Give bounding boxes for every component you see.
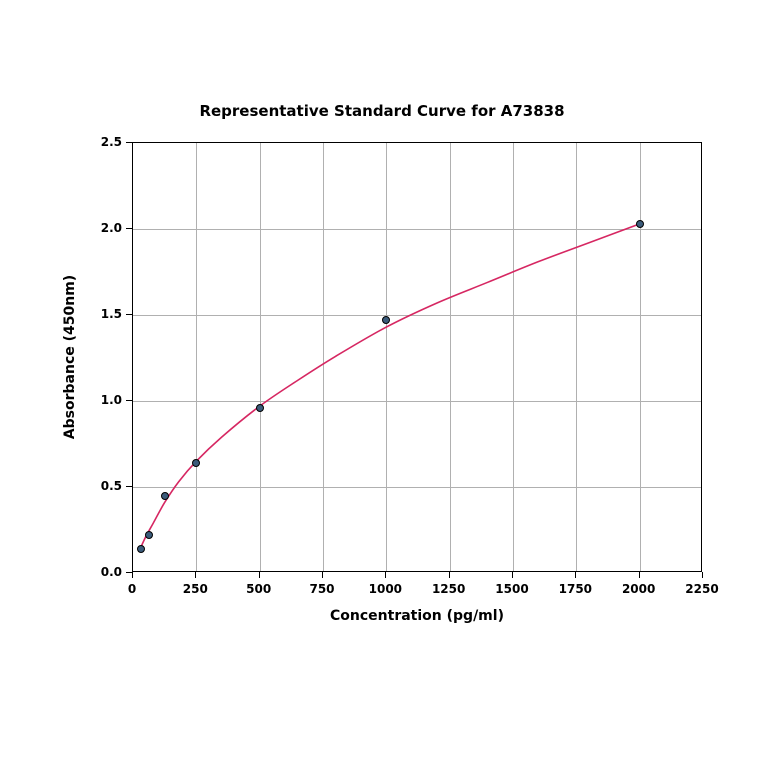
x-tick — [195, 572, 196, 578]
plot-area — [132, 142, 702, 572]
data-point — [145, 531, 153, 539]
grid-line-horizontal — [133, 401, 701, 402]
grid-line-horizontal — [133, 229, 701, 230]
x-tick-label: 1000 — [369, 582, 402, 596]
y-tick — [126, 486, 132, 487]
x-tick — [385, 572, 386, 578]
grid-line-vertical — [323, 143, 324, 571]
grid-line-horizontal — [133, 315, 701, 316]
x-tick-label: 2000 — [622, 582, 655, 596]
y-tick-label: 2.5 — [97, 135, 122, 149]
x-tick — [512, 572, 513, 578]
x-tick — [322, 572, 323, 578]
x-tick-label: 500 — [246, 582, 271, 596]
data-point — [636, 220, 644, 228]
x-axis-label: Concentration (pg/ml) — [330, 608, 504, 624]
x-tick-label: 1250 — [432, 582, 465, 596]
grid-line-vertical — [260, 143, 261, 571]
fitted-curve — [133, 143, 703, 573]
grid-line-vertical — [640, 143, 641, 571]
grid-line-vertical — [450, 143, 451, 571]
y-tick-label: 1.0 — [97, 393, 122, 407]
y-axis-label: Absorbance (450nm) — [62, 275, 78, 439]
x-tick — [259, 572, 260, 578]
y-tick — [126, 142, 132, 143]
grid-line-vertical — [576, 143, 577, 571]
x-tick — [132, 572, 133, 578]
x-tick — [449, 572, 450, 578]
y-tick — [126, 572, 132, 573]
grid-line-horizontal — [133, 487, 701, 488]
x-tick — [639, 572, 640, 578]
y-tick — [126, 228, 132, 229]
x-tick-label: 1750 — [559, 582, 592, 596]
y-tick — [126, 314, 132, 315]
y-tick-label: 0.0 — [97, 565, 122, 579]
y-tick-label: 2.0 — [97, 221, 122, 235]
x-tick-label: 0 — [128, 582, 136, 596]
x-tick-label: 1500 — [495, 582, 528, 596]
x-tick — [702, 572, 703, 578]
data-point — [256, 404, 264, 412]
y-tick-label: 0.5 — [97, 479, 122, 493]
grid-line-vertical — [196, 143, 197, 571]
data-point — [161, 492, 169, 500]
x-tick — [575, 572, 576, 578]
grid-line-vertical — [513, 143, 514, 571]
data-point — [192, 459, 200, 467]
x-tick-label: 250 — [183, 582, 208, 596]
grid-line-vertical — [386, 143, 387, 571]
x-tick-label: 2250 — [685, 582, 718, 596]
y-tick — [126, 400, 132, 401]
x-tick-label: 750 — [309, 582, 334, 596]
chart-title: Representative Standard Curve for A73838 — [42, 102, 722, 120]
y-tick-label: 1.5 — [97, 307, 122, 321]
data-point — [382, 316, 390, 324]
chart-container: Representative Standard Curve for A73838… — [42, 102, 722, 662]
data-point — [137, 545, 145, 553]
